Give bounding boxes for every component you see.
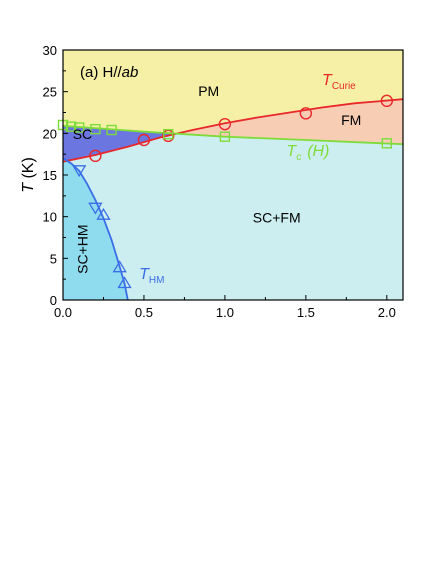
y-tick-label: 15 — [43, 168, 57, 183]
region-label: SC — [73, 126, 92, 142]
series-label-subscript: HM — [149, 275, 165, 286]
x-tick-label: 1.0 — [216, 305, 234, 320]
series-label-3: THM — [139, 266, 164, 286]
y-axis-label-symbol: T — [20, 182, 37, 193]
square-marker — [73, 122, 85, 133]
series-label-subscript: Curie — [332, 81, 356, 92]
region-fm-fill — [63, 99, 403, 145]
circle-marker — [137, 133, 151, 147]
region-label: SC+HM — [74, 224, 90, 273]
boundary-curve-2 — [63, 124, 403, 146]
phase-boundary-curves — [63, 98, 403, 300]
series-label-suffix: (H) — [307, 143, 329, 160]
y-axis-label: T (K) — [20, 157, 37, 193]
up-triangle-marker — [112, 260, 127, 273]
region-sc-fill — [63, 125, 403, 162]
y-tick-label: 30 — [43, 43, 57, 58]
x-tick-label: 0.5 — [135, 305, 153, 320]
region-label: SC+FM — [253, 210, 301, 226]
panel-label-italic: ab — [122, 64, 139, 81]
circle-marker — [89, 149, 102, 163]
up-triangle-marker — [96, 207, 111, 220]
square-marker — [219, 131, 231, 142]
boundary-curve-1 — [63, 98, 403, 163]
region-sc-hm-fill — [63, 158, 128, 300]
up-triangle-marker — [117, 276, 132, 289]
y-axis-label-unit: (K) — [20, 157, 37, 183]
square-marker — [163, 128, 174, 140]
y-tick-label: 20 — [43, 126, 57, 141]
region-label: PM — [198, 83, 219, 99]
data-markers — [57, 94, 394, 289]
series-label-symbol: T — [286, 143, 297, 160]
series-label-1: TCurie — [322, 72, 356, 92]
circle-marker — [218, 117, 232, 131]
y-tick-label: 10 — [43, 210, 57, 225]
series-label-2: Tc (H) — [286, 143, 329, 163]
axis-ticks: 0.0 0.5 1.0 1.5 2.0 0 5 10 15 20 25 30 — [43, 43, 396, 320]
series-label-subscript: c — [296, 152, 301, 163]
panel-label: (a) H//ab — [80, 64, 138, 81]
square-marker — [381, 138, 393, 149]
y-tick-label: 5 — [50, 251, 57, 266]
series-label-symbol: T — [139, 266, 150, 283]
boundary-curve-3 — [63, 157, 129, 300]
phase-regions — [63, 50, 403, 300]
panel-label-prefix: (a) H// — [80, 64, 123, 81]
down-triangle-marker — [72, 165, 87, 178]
circle-marker — [299, 107, 313, 120]
x-tick-label: 2.0 — [378, 305, 396, 320]
region-label: FM — [341, 112, 361, 128]
series-label-symbol: T — [322, 72, 333, 89]
down-triangle-marker — [88, 202, 103, 215]
square-marker — [106, 124, 117, 136]
x-tick-label: 1.5 — [297, 305, 315, 320]
circle-marker — [380, 94, 394, 108]
region-pm-fill — [63, 50, 403, 134]
y-tick-label: 0 — [50, 293, 57, 308]
square-marker — [65, 121, 77, 132]
x-tick-label: 0.0 — [54, 305, 72, 320]
square-marker — [90, 123, 101, 135]
y-tick-label: 25 — [43, 85, 57, 100]
